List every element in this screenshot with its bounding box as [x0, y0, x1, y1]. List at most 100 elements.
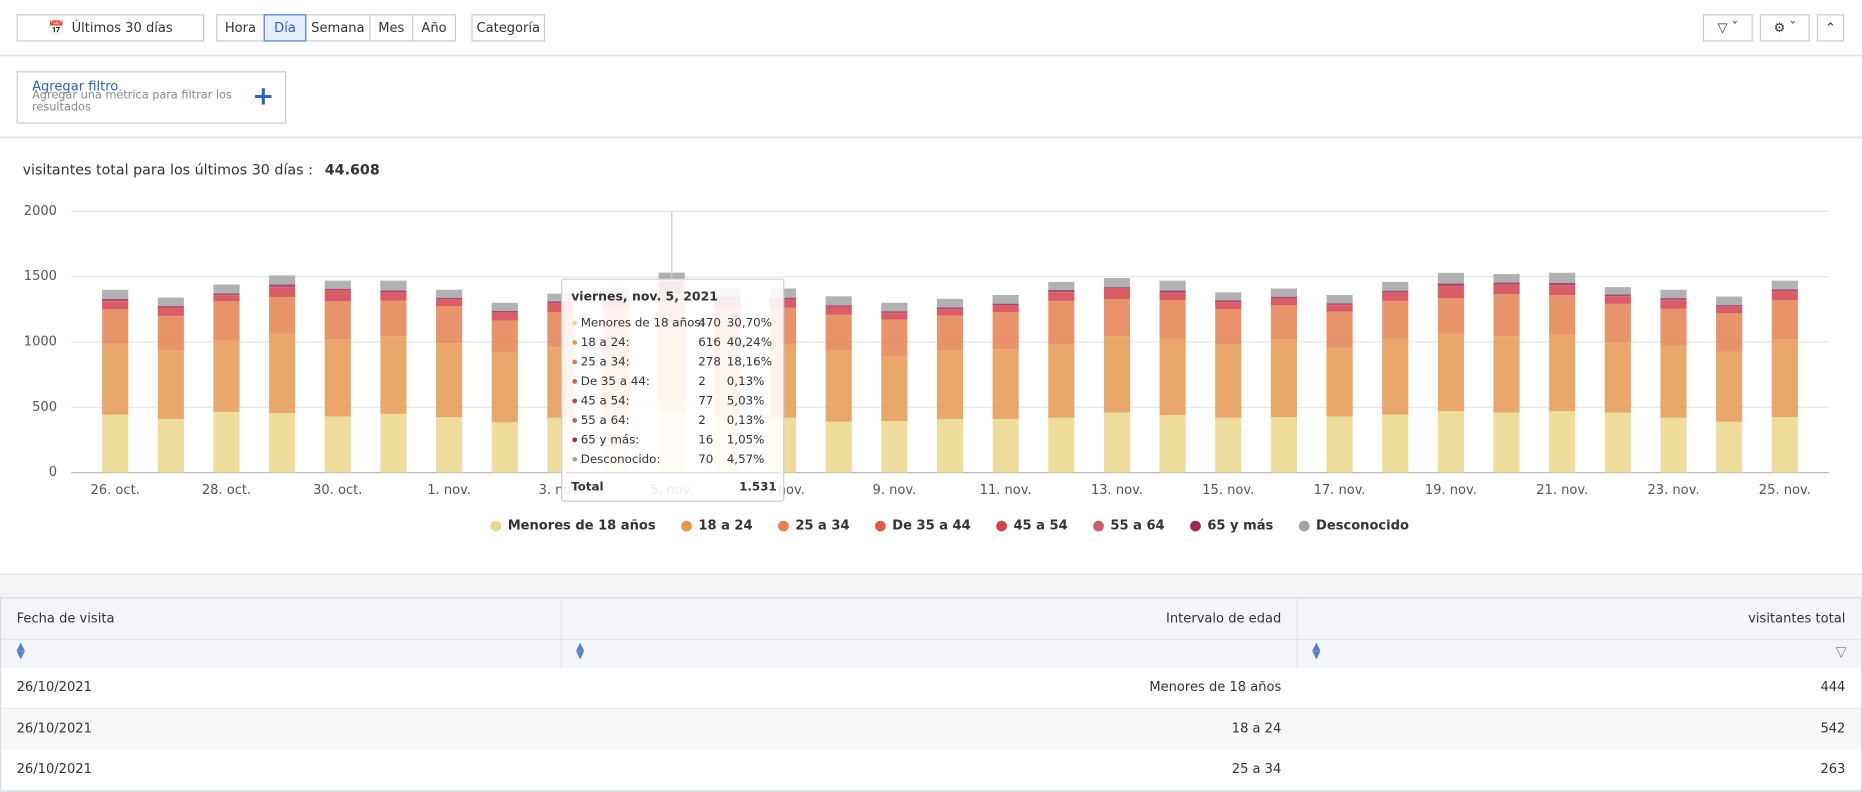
granularity-button[interactable]: Día — [263, 14, 307, 42]
legend-label: Desconocido — [1316, 519, 1409, 534]
bar-segment — [1048, 301, 1075, 345]
tooltip-title: viernes, nov. 5, 2021 — [571, 288, 718, 303]
bar-segment — [1771, 417, 1798, 473]
bar-segment — [1716, 306, 1743, 314]
table-cell: 263 — [1820, 761, 1846, 777]
bar-segment — [1215, 292, 1242, 301]
bar-segment — [1493, 282, 1520, 285]
bar-segment — [1382, 301, 1409, 339]
bar-segment — [1660, 300, 1687, 309]
tooltip-value: 70 — [698, 452, 713, 466]
bar-segment — [491, 422, 518, 473]
bar-segment — [436, 297, 463, 300]
bar-segment — [992, 312, 1019, 350]
filter-icon-button[interactable]: ▽ ˇ — [1702, 14, 1753, 42]
bar-segment — [825, 306, 852, 315]
column-filter-icon[interactable]: ▽ — [1835, 643, 1847, 661]
bar-segment — [157, 308, 184, 316]
bar-segment — [380, 336, 407, 414]
granularity-button[interactable]: Año — [412, 14, 456, 42]
settings-button[interactable]: ⚙ ˇ — [1759, 14, 1810, 42]
sort-icon[interactable]: ▲ ▼ — [16, 641, 25, 662]
legend-item: 55 a 64 — [1093, 519, 1165, 534]
bar-segment — [1159, 290, 1186, 293]
tooltip-value: 2 — [698, 374, 706, 388]
bar-segment — [436, 343, 463, 418]
bar-segment — [1048, 290, 1075, 293]
bar-segment — [1549, 285, 1576, 296]
bar-segment — [1660, 417, 1687, 473]
bar-segment — [213, 293, 240, 295]
bar-segment — [1771, 291, 1798, 301]
bar-segment — [269, 275, 296, 285]
bar-segment — [1103, 299, 1131, 337]
bar-segment — [1604, 412, 1631, 473]
bar-segment — [825, 315, 852, 351]
sort-icon[interactable]: ▲ ▼ — [575, 641, 585, 662]
bar-segment — [1382, 293, 1409, 301]
legend-dot — [681, 520, 692, 532]
category-button[interactable]: Categoría — [471, 14, 546, 42]
tooltip-percent: 0,13% — [727, 413, 765, 427]
granularity-button[interactable]: Hora — [216, 14, 265, 42]
bar-segment — [324, 280, 351, 289]
bar-segment — [1215, 309, 1242, 345]
bar-segment — [436, 299, 463, 307]
column-header: visitantes total — [1748, 610, 1846, 626]
bar-segment — [1382, 290, 1409, 293]
bar-segment — [881, 319, 908, 357]
tooltip-percent: 1,05% — [727, 432, 765, 446]
bar-segment — [1437, 298, 1464, 334]
tooltip-name: De 35 a 44: — [581, 374, 650, 388]
bar-segment — [1493, 284, 1520, 295]
collapse-button[interactable]: ⌃ — [1816, 14, 1845, 42]
bar-segment — [1771, 300, 1798, 340]
tooltip-dot — [572, 456, 578, 462]
bar-segment — [1660, 289, 1687, 299]
bar-segment — [380, 300, 407, 337]
column-header: Intervalo de edad — [1166, 610, 1282, 626]
sort-icon[interactable]: ▲ ▼ — [1312, 641, 1321, 662]
bar-segment — [1771, 339, 1798, 418]
bar-segment — [1159, 415, 1186, 473]
bar-segment — [547, 303, 574, 313]
legend-label: Menores de 18 años — [508, 519, 656, 534]
bar-segment — [436, 306, 463, 344]
bar-segment — [825, 421, 852, 473]
bar-segment — [213, 301, 240, 341]
tooltip-dot — [572, 437, 578, 443]
legend-label: 55 a 64 — [1110, 519, 1164, 534]
tooltip-percent: 40,24% — [727, 335, 772, 349]
chart-title: visitantes total para los últimos 30 día… — [22, 161, 380, 179]
tooltip-percent: 5,03% — [727, 393, 765, 407]
bar-segment — [1493, 294, 1520, 337]
bar-segment — [1716, 313, 1743, 352]
bar-segment — [992, 419, 1019, 473]
date-range-button[interactable]: 📅 Últimos 30 días — [16, 14, 205, 42]
bar-segment — [102, 414, 129, 473]
bar-segment — [269, 287, 296, 297]
legend-item: 65 y más — [1190, 519, 1274, 534]
tooltip-dot — [572, 418, 578, 423]
bar-segment — [1549, 272, 1576, 283]
granularity-button[interactable]: Mes — [369, 14, 414, 42]
bar-segment — [1604, 294, 1631, 297]
tooltip-value: 2 — [698, 413, 706, 427]
bar-segment — [1716, 305, 1743, 307]
x-tick-label: 23. nov. — [1647, 483, 1699, 498]
bar-segment — [1660, 308, 1687, 346]
bar-segment — [881, 421, 908, 473]
bar-segment — [936, 307, 964, 310]
bar-segment — [1604, 304, 1631, 342]
bar-segment — [1103, 336, 1131, 413]
bar-segment — [1048, 292, 1075, 301]
bar-segment — [324, 339, 351, 417]
add-filter-card[interactable]: Agregar filtro Agregar una métrica para … — [16, 71, 287, 124]
bar-segment — [1048, 417, 1075, 473]
granularity-button[interactable]: Semana — [305, 14, 371, 42]
bar-segment — [1326, 305, 1353, 312]
chart: 0 500 1000 1500 2000 26. oct. 28. oct. 30. oct.… — [24, 204, 1829, 534]
x-tick-label: 19. nov. — [1425, 483, 1477, 498]
table-row — [1, 749, 1861, 791]
tooltip-box — [561, 278, 785, 502]
